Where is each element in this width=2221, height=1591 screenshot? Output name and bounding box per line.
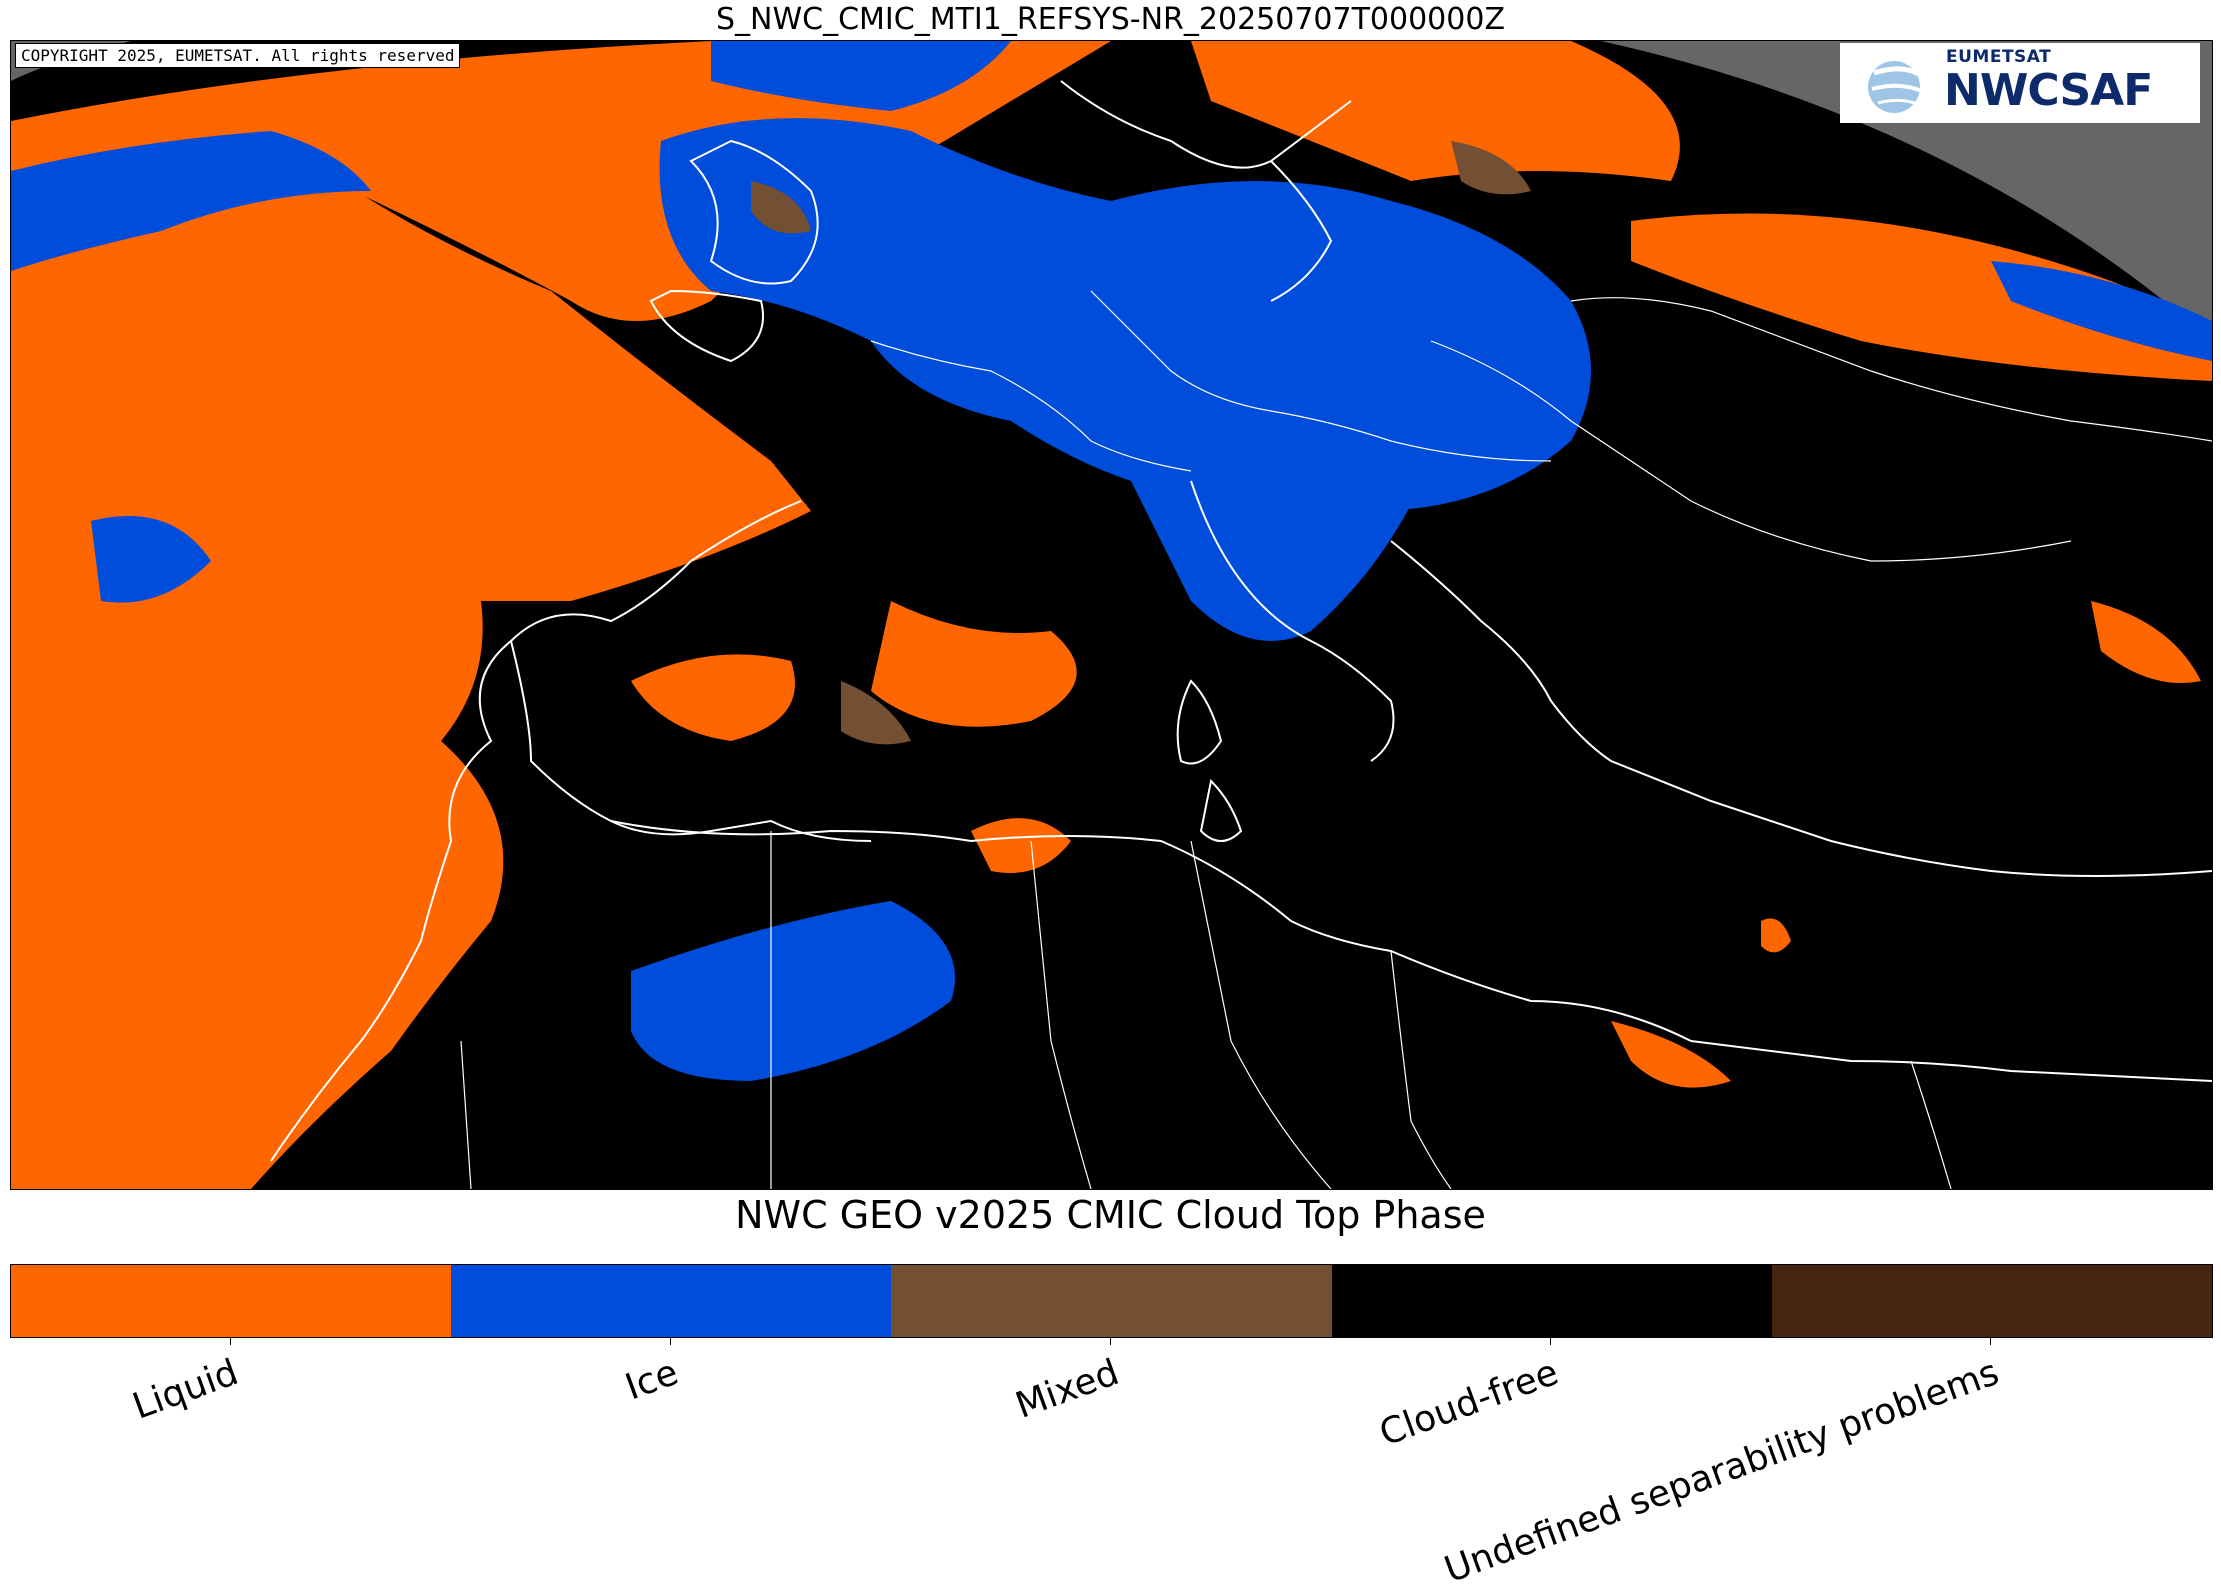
legend-swatch-mixed: [891, 1265, 1332, 1337]
map-graphic: [11, 41, 2212, 1189]
liquid-north: [11, 41, 1111, 321]
liquid-atlas-patch: [971, 818, 1071, 873]
legend-label-ice: Ice: [620, 1352, 685, 1409]
legend-swatch-ice: [451, 1265, 892, 1337]
map-title: S_NWC_CMIC_MTI1_REFSYS-NR_20250707T00000…: [715, 2, 1505, 37]
ice-sahara: [631, 901, 955, 1081]
legend-tick: [230, 1337, 231, 1345]
legend-label-liquid: Liquid: [127, 1352, 245, 1428]
liquid-cyprus-patch: [1761, 918, 1791, 953]
copyright-notice: COPYRIGHT 2025, EUMETSAT. All rights res…: [15, 43, 461, 68]
ice-northwest: [11, 131, 371, 271]
liquid-turkey-patch: [2091, 601, 2201, 683]
coastlines: [270, 80, 2212, 1162]
logo-org-text: EUMETSAT: [1946, 47, 2052, 67]
legend-label-mixed: Mixed: [1010, 1352, 1125, 1427]
liquid-atlantic: [11, 173, 811, 1189]
ice-atlantic-patch: [91, 516, 211, 603]
mixed-patch-2: [1451, 141, 1531, 195]
legend-label-cloud-free: Cloud-free: [1374, 1352, 1565, 1455]
liquid-east-band: [1631, 213, 2212, 381]
borders: [460, 290, 2212, 1189]
ice-italy: [1171, 461, 1431, 633]
liquid-northeast: [1191, 41, 1680, 181]
legend-tick: [1110, 1337, 1111, 1345]
liquid-libya-patch: [1611, 1021, 1731, 1088]
legend-swatch-liquid: [11, 1265, 452, 1337]
legend-colorbar: [10, 1264, 2213, 1338]
logo-swirl-icon: [1868, 61, 1927, 113]
legend-swatch-cloud-free: [1331, 1265, 1772, 1337]
legend-tick: [1550, 1337, 1551, 1345]
logo-name-text: NWCSAF: [1944, 65, 2153, 116]
cloud-phase-map: COPYRIGHT 2025, EUMETSAT. All rights res…: [10, 40, 2213, 1190]
mixed-patch-3: [751, 181, 811, 234]
liquid-med-west: [871, 601, 1077, 727]
legend-swatch-undefined: [1771, 1265, 2213, 1337]
legend-tick: [670, 1337, 671, 1345]
ice-north: [711, 41, 1011, 111]
mixed-patch-1: [841, 681, 911, 745]
legend-title: NWC GEO v2025 CMIC Cloud Top Phase: [735, 1193, 1486, 1237]
liquid-balearic: [631, 654, 795, 741]
legend-tick: [1990, 1337, 1991, 1345]
nwcsaf-logo: EUMETSAT NWCSAF: [1840, 43, 2200, 123]
ice-east: [1991, 261, 2212, 361]
